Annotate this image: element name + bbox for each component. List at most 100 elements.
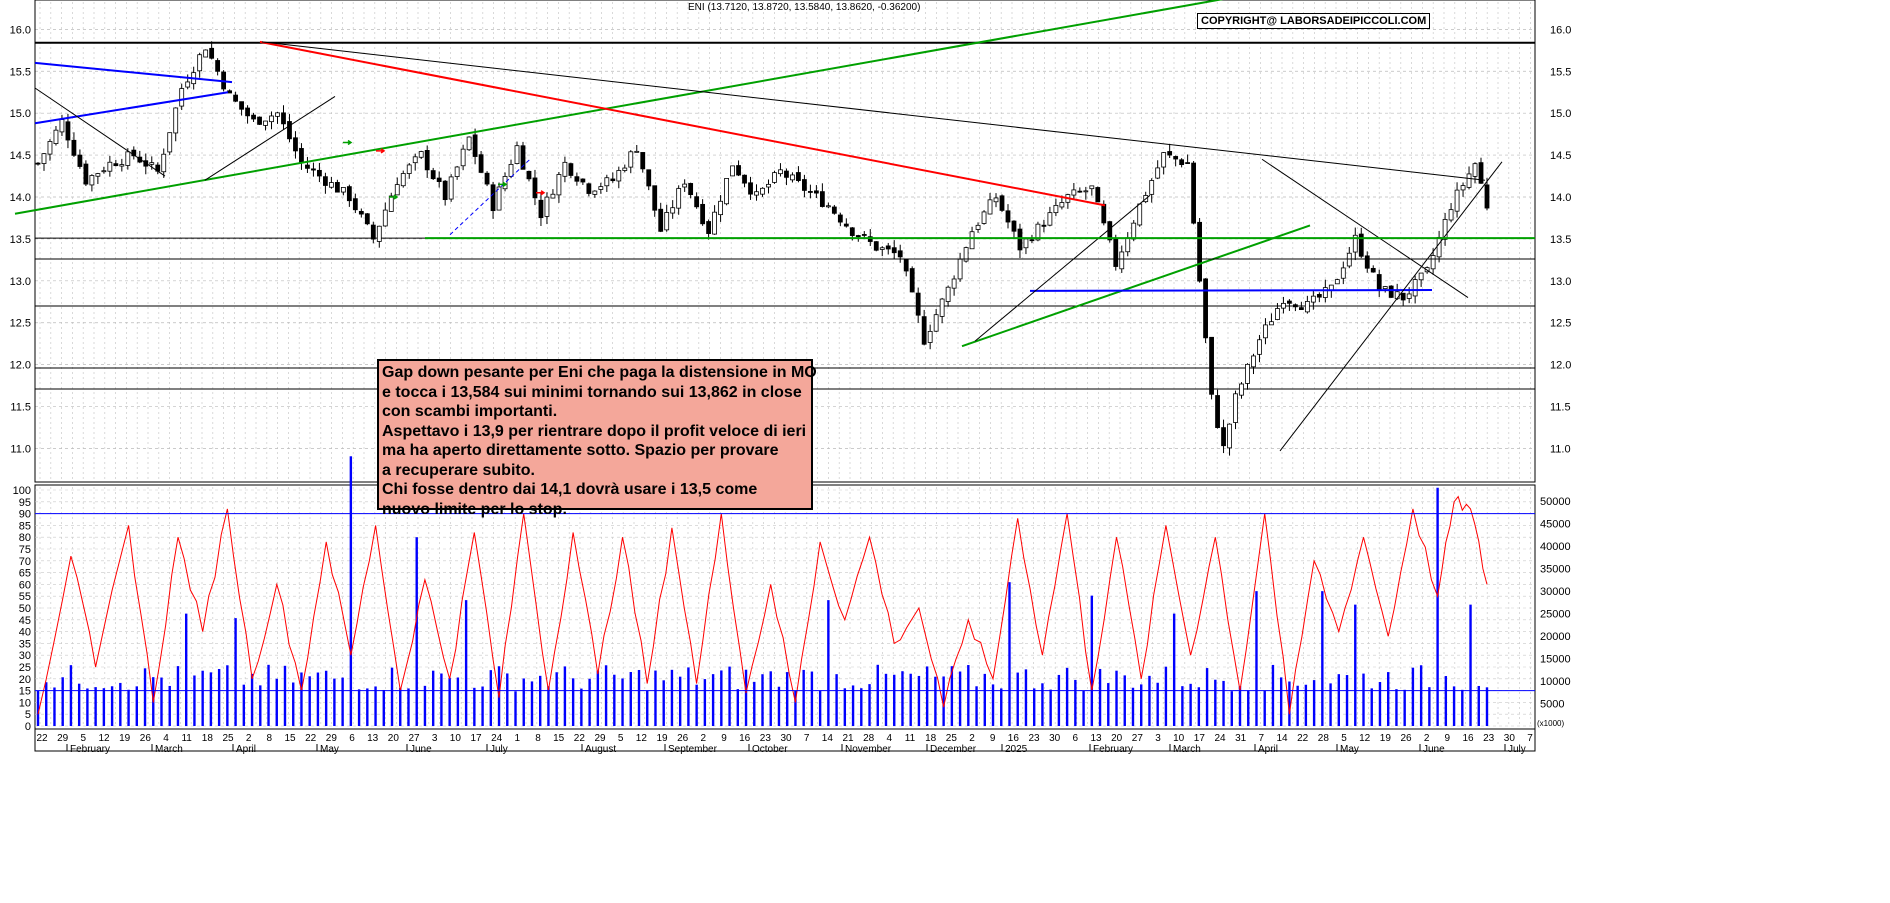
candle-body — [424, 150, 430, 171]
candle-body — [412, 156, 418, 164]
volume-bar — [349, 456, 353, 726]
candle-body — [1089, 185, 1095, 190]
candle-body — [1334, 279, 1340, 285]
volume-bar — [1321, 591, 1324, 726]
volume-bar — [226, 665, 229, 726]
candle-body — [161, 153, 167, 173]
volume-bar — [102, 688, 106, 726]
candle-body — [1376, 274, 1382, 291]
candle-body — [125, 151, 131, 166]
candle-body — [1340, 267, 1346, 279]
candle-body — [664, 212, 670, 231]
price-tick-label-right: 11.5 — [1550, 402, 1571, 414]
x-month-label: March — [1173, 744, 1201, 755]
volume-bar — [917, 675, 921, 726]
volume-bar — [1312, 680, 1316, 726]
volume-bar — [1436, 487, 1439, 726]
candle-body — [1077, 190, 1083, 193]
candle-body — [808, 191, 813, 193]
candle-body — [604, 177, 610, 187]
x-day-label: 15 — [553, 733, 565, 744]
candle-body — [101, 170, 107, 173]
oscillator-tick-label: 80 — [19, 532, 31, 544]
candle-body — [59, 119, 65, 133]
volume-bar — [464, 600, 468, 726]
candle-body — [1466, 173, 1472, 188]
oscillator-tick-label: 15 — [19, 686, 31, 698]
price-tick-label-right: 15.0 — [1550, 108, 1571, 120]
volume-bar — [341, 677, 344, 726]
x-day-label: 12 — [1359, 733, 1371, 744]
candle-body — [107, 161, 113, 172]
volume-bar — [1090, 595, 1094, 726]
candle-body — [317, 169, 322, 177]
analysis-note-line: con scambi importanti. — [382, 403, 558, 420]
volume-bar — [934, 676, 937, 726]
x-day-label: 13 — [1090, 733, 1102, 744]
candle-body — [640, 152, 646, 170]
volume-bar — [1032, 688, 1036, 726]
volume-bar — [1164, 666, 1168, 726]
volume-bar — [769, 671, 772, 726]
volume-bar — [539, 675, 542, 726]
candle-body — [969, 231, 975, 250]
candle-body — [580, 178, 586, 183]
candle-body — [1215, 395, 1220, 428]
candle-body — [388, 195, 394, 212]
candle-body — [1227, 423, 1232, 449]
volume-bar — [596, 670, 600, 726]
x-month-label: November — [845, 744, 892, 755]
x-day-label: 3 — [1155, 733, 1161, 744]
candle-body — [993, 197, 999, 203]
x-day-label: 5 — [618, 733, 624, 744]
x-month-label: August — [585, 744, 616, 755]
candle-body — [712, 211, 717, 235]
x-day-label: 25 — [222, 733, 234, 744]
volume-bar — [794, 690, 797, 726]
oscillator-tick-label: 95 — [19, 497, 31, 509]
candle-body — [951, 278, 957, 289]
candle-body — [742, 174, 747, 184]
candle-body — [1053, 204, 1059, 214]
candle-body — [562, 161, 568, 177]
volume-bar — [777, 686, 781, 726]
candle-body — [1400, 292, 1406, 301]
analysis-note-line: nuovo limite per lo stop. — [382, 500, 567, 518]
x-day-label: 14 — [822, 733, 834, 744]
oscillator-tick-label: 55 — [19, 591, 31, 603]
candle-body — [233, 94, 238, 102]
x-day-label: 11 — [181, 733, 192, 744]
volume-bar — [448, 677, 451, 726]
volume-axis-right: 50000 45000 40000 35000 30000 25000 20000 15000… — [1540, 496, 1571, 710]
x-day-label: 7 — [1259, 733, 1265, 744]
price-tick-label-left: 12.0 — [10, 360, 31, 372]
x-day-label: 27 — [408, 733, 420, 744]
trendline — [34, 87, 166, 177]
volume-bar — [259, 685, 262, 726]
candle-body — [861, 234, 867, 236]
analysis-note-line: Chi fosse dentro dai 14,1 dovrà usare i … — [382, 481, 758, 498]
volume-bar — [292, 682, 295, 726]
candle-body — [1191, 162, 1197, 224]
volume-bar — [1419, 665, 1423, 726]
trendline — [1029, 289, 1433, 292]
volume-bar — [316, 672, 320, 726]
volume-tick-label: 50000 — [1540, 496, 1571, 508]
x-day-label: 20 — [1111, 733, 1123, 744]
oscillator-tick-label: 90 — [19, 509, 31, 521]
volume-tick-label: 10000 — [1540, 676, 1571, 688]
candle-body — [1382, 286, 1388, 290]
candle-body — [1287, 300, 1292, 304]
candle-body — [1418, 272, 1424, 281]
volume-bar — [1452, 686, 1456, 726]
candle-body — [185, 81, 191, 88]
volume-bar — [1131, 687, 1135, 726]
x-day-label: 18 — [202, 733, 214, 744]
candle-body — [526, 170, 532, 180]
candle-body — [436, 177, 442, 182]
candle-body — [472, 134, 478, 157]
x-day-label: 29 — [326, 733, 338, 744]
volume-bar — [1485, 687, 1489, 726]
x-day-label: 23 — [1028, 733, 1040, 744]
candle-body — [41, 153, 47, 164]
